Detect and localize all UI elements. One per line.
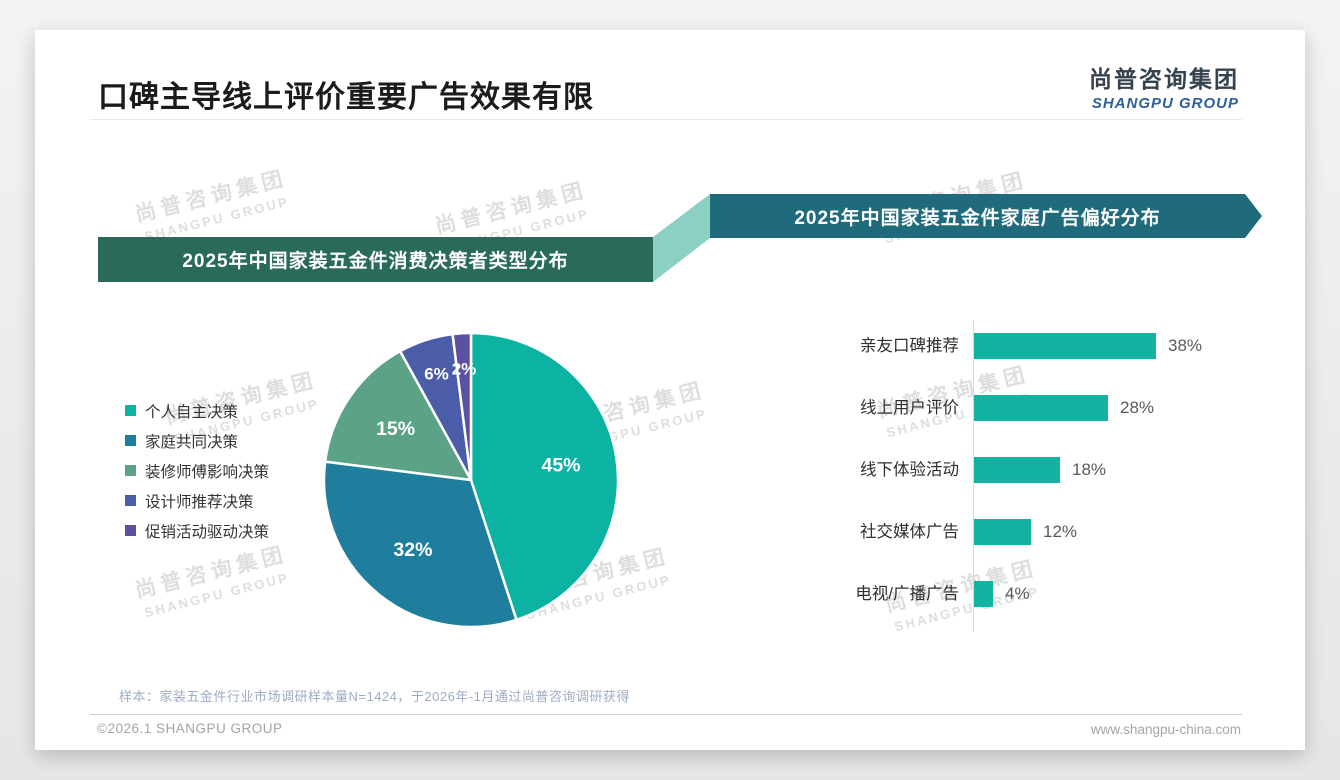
footer-divider xyxy=(90,714,1242,715)
pie-slice-value-label: 45% xyxy=(541,455,580,477)
bar-category-label: 电视/广播广告 xyxy=(855,585,959,603)
legend-label: 个人自主决策 xyxy=(145,403,239,421)
bar xyxy=(974,519,1031,545)
slide: 尚普咨询集团 SHANGPU GROUP 尚普咨询集团 SHANGPU GROUP 尚普… xyxy=(35,30,1305,750)
legend-label: 装修师傅影响决策 xyxy=(145,463,270,481)
legend-marker xyxy=(125,435,136,446)
pie-slice-value-label: 32% xyxy=(393,539,432,561)
bar-row: 线下体验活动 18% xyxy=(735,457,1240,483)
bar-axis-line xyxy=(973,320,974,632)
pie-slice-value-label: 2% xyxy=(452,360,477,379)
logo-en-text: SHANGPU GROUP xyxy=(1091,95,1239,112)
legend-item: 促销活动驱动决策 xyxy=(125,522,270,541)
bar-row: 电视/广播广告 4% xyxy=(735,581,1240,607)
pie-slice-value-label: 15% xyxy=(376,418,415,440)
bar-category-label: 线下体验活动 xyxy=(860,461,959,479)
bar-row: 线上用户评价 28% xyxy=(735,395,1240,421)
legend-marker xyxy=(125,465,136,476)
page-title: 口碑主导线上评价重要广告效果有限 xyxy=(98,81,594,114)
bar-category-label: 亲友口碑推荐 xyxy=(860,337,959,355)
pie-chart: 45% 32% 15% 6% 2% xyxy=(322,331,620,629)
pie-slice-4 xyxy=(451,331,473,482)
title-divider xyxy=(90,119,1242,120)
bar-row: 社交媒体广告 12% xyxy=(735,519,1240,545)
bar-value-label: 4% xyxy=(1005,584,1030,603)
slide-content: 口碑主导线上评价重要广告效果有限 尚普咨询集团 SHANGPU GROUP 20… xyxy=(35,30,1305,750)
legend-item: 个人自主决策 xyxy=(125,402,269,421)
bar-value-label: 18% xyxy=(1072,460,1107,479)
logo-cn-text: 尚普咨询集团 xyxy=(1089,66,1239,92)
pie-slice-value-label: 6% xyxy=(424,365,449,384)
legend-item: 设计师推荐决策 xyxy=(125,492,269,511)
bar-row: 亲友口碑推荐 38% xyxy=(735,333,1240,359)
bar xyxy=(974,333,1156,359)
bar-value-label: 28% xyxy=(1120,398,1155,417)
bar-section-banner-label: 2025年中国家装五金件家庭广告偏好分布 xyxy=(794,207,1161,229)
pie-section-banner: 2025年中国家装五金件消费决策者类型分布 xyxy=(98,237,653,282)
bar-value-label: 12% xyxy=(1043,522,1078,541)
legend-label: 设计师推荐决策 xyxy=(145,493,254,511)
legend-marker xyxy=(125,525,136,536)
bar-value-label: 38% xyxy=(1168,336,1203,355)
pie-slice-0 xyxy=(469,331,620,622)
legend-marker xyxy=(125,495,136,506)
legend-marker xyxy=(125,405,136,416)
legend-label: 促销活动驱动决策 xyxy=(145,523,270,541)
pie-slice-2 xyxy=(323,349,473,482)
bar xyxy=(974,581,993,607)
website-text: www.shangpu-china.com xyxy=(1090,722,1241,737)
banner-connector-shape xyxy=(653,194,710,282)
bar-chart: 亲友口碑推荐 38% 线上用户评价 28% 线下体验活动 18% 社交媒体广告 12% 电视/广… xyxy=(735,320,1240,636)
bar-section-banner: 2025年中国家装五金件家庭广告偏好分布 xyxy=(710,194,1262,238)
bar-category-label: 线上用户评价 xyxy=(860,399,959,417)
pie-slice-1 xyxy=(322,460,518,629)
company-logo: 尚普咨询集团 SHANGPU GROUP xyxy=(1089,60,1239,112)
bar-category-label: 社交媒体广告 xyxy=(860,523,959,541)
legend-item: 装修师傅影响决策 xyxy=(125,462,270,481)
bar xyxy=(974,395,1108,421)
pie-legend: 个人自主决策 家庭共同决策装修师傅影响决策 设计师推荐决策 促销活动驱动决策 xyxy=(125,402,270,541)
legend-item: 家庭共同决策 xyxy=(125,432,269,451)
legend-label: 家庭共同决策 xyxy=(145,433,239,451)
bar xyxy=(974,457,1060,483)
copyright-text: ©2026.1 SHANGPU GROUP xyxy=(97,721,283,736)
sample-note: 样本：家装五金件行业市场调研样本量N=1424，于2026年-1月通过尚普咨询调… xyxy=(119,689,630,704)
